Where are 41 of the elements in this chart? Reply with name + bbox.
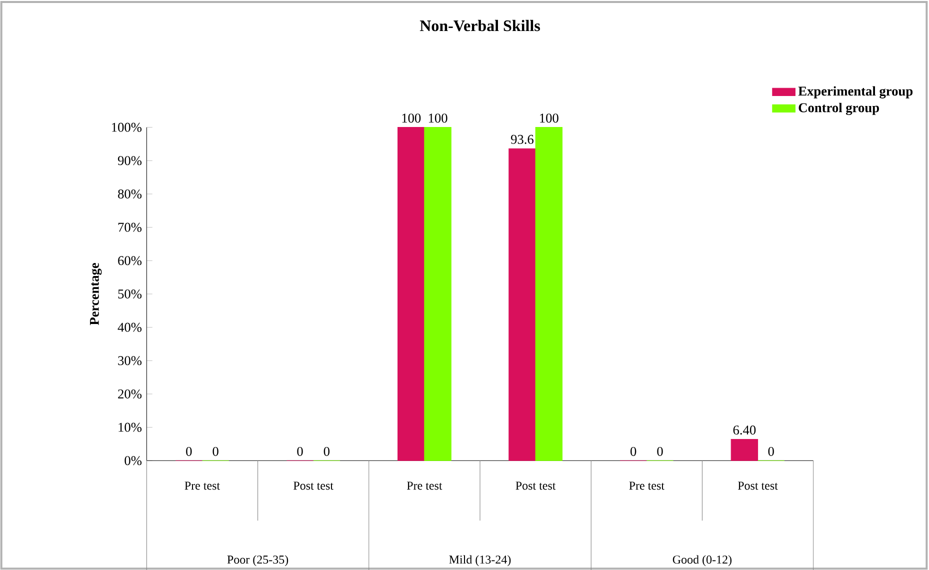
- data-label: 0: [212, 446, 218, 456]
- y-axis-title: Percentage: [90, 262, 102, 326]
- legend-label: Experimental group: [798, 86, 913, 98]
- text: Good (0-12): [672, 555, 732, 566]
- data-label: 0: [324, 446, 330, 456]
- chart-title: Non-Verbal Skills: [420, 20, 540, 32]
- data-label: 100: [428, 114, 448, 123]
- y-tick-label: 50%: [118, 289, 142, 298]
- data-label: 0: [768, 446, 774, 456]
- bar: [508, 148, 536, 461]
- y-tick-label: 90%: [118, 156, 142, 166]
- bar: [424, 127, 452, 461]
- x-tick-label: Post test: [516, 482, 556, 490]
- y-tick-label: 70%: [118, 222, 142, 232]
- data-label: 6.40: [733, 426, 756, 435]
- data-label: 100: [402, 114, 421, 123]
- data-label: 0: [186, 446, 192, 456]
- y-tick-label: 40%: [118, 322, 142, 332]
- text: Poor (25-35): [227, 555, 288, 566]
- y-tick-label: 100%: [112, 122, 142, 132]
- x-tick-label: Pre test: [629, 482, 664, 490]
- text: Mild (13-24): [449, 555, 511, 566]
- data-label: 100: [540, 114, 558, 123]
- y-tick-label: 20%: [118, 389, 142, 398]
- y-tick-label: 10%: [118, 422, 142, 432]
- data-label: 93.6: [510, 134, 534, 144]
- data-label: 0: [657, 446, 663, 456]
- x-tick-label: Pre test: [406, 482, 442, 490]
- x-tick-label: Post test: [738, 482, 778, 490]
- y-tick-label: 30%: [118, 356, 142, 366]
- x-tick-label: Post test: [294, 482, 334, 490]
- data-label: 0: [630, 446, 636, 456]
- bar: [730, 439, 758, 461]
- y-tick-label: 80%: [118, 189, 142, 199]
- y-tick-label: 60%: [118, 256, 142, 266]
- y-tick-label: 0%: [124, 456, 142, 466]
- legend-label: Control group: [798, 102, 879, 116]
- bar: [398, 127, 425, 461]
- x-tick-label: Pre test: [184, 482, 220, 490]
- data-label: 0: [297, 446, 303, 456]
- bar: [535, 127, 562, 461]
